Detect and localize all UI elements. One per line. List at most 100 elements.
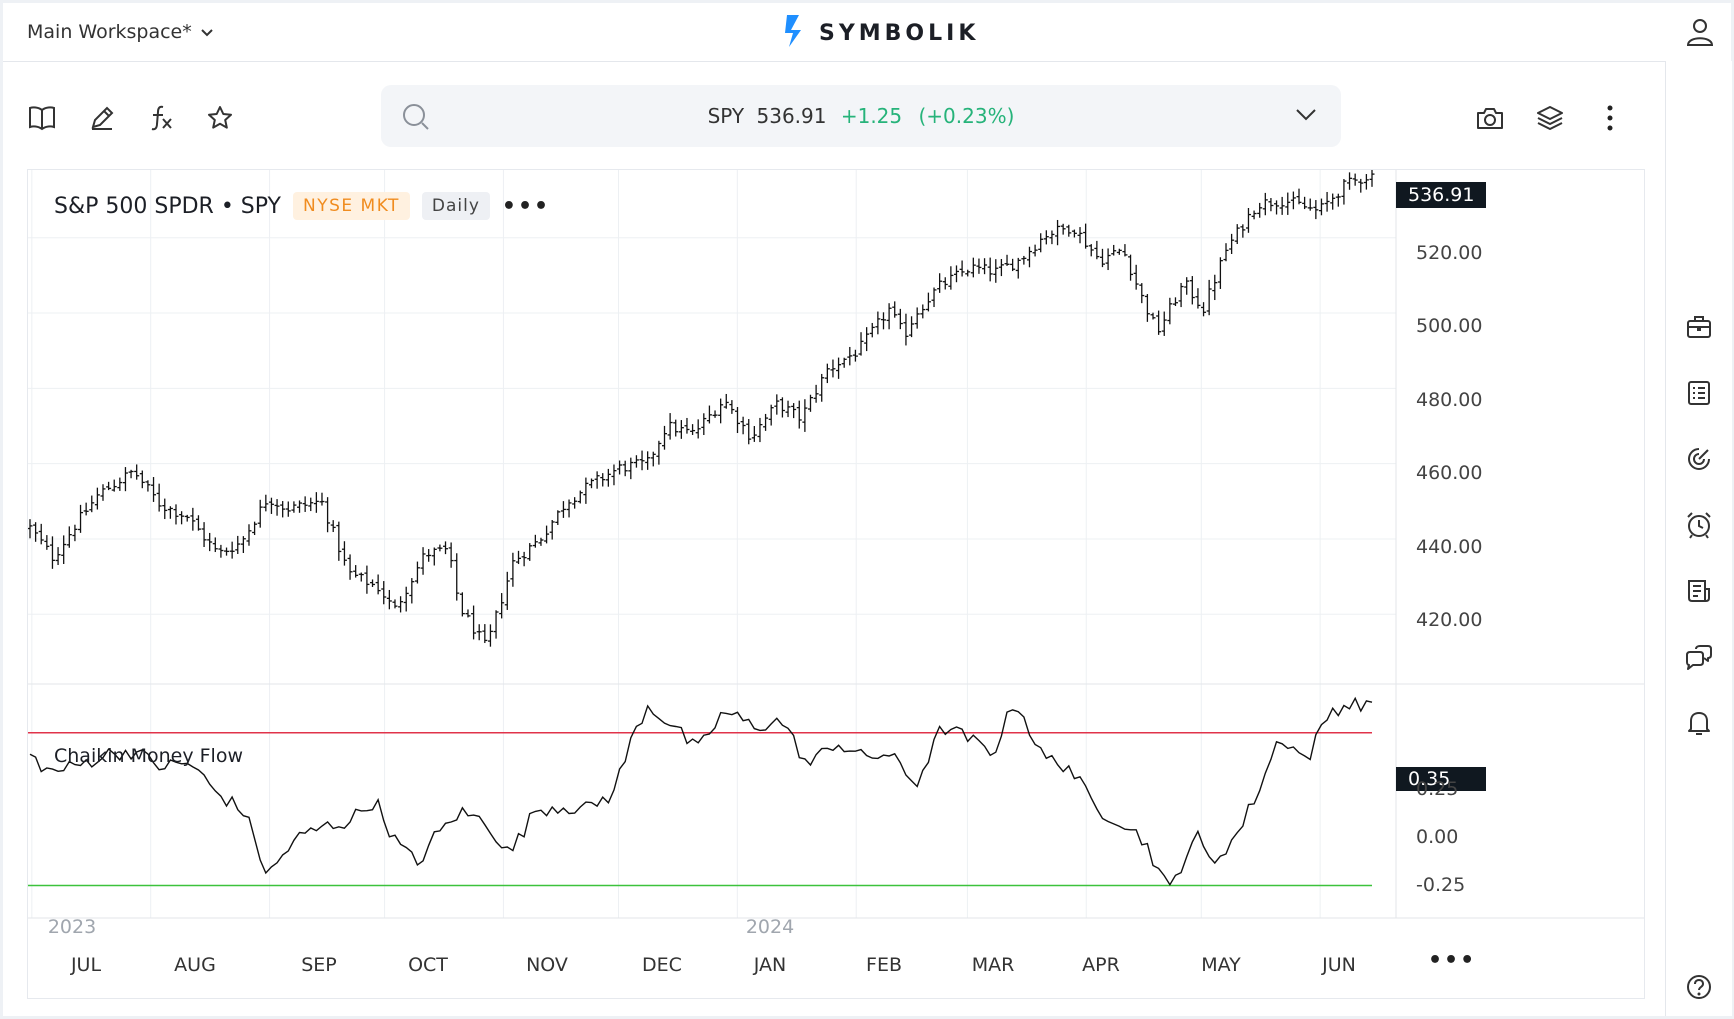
price-bar bbox=[218, 544, 224, 558]
price-bar bbox=[302, 496, 308, 512]
radar-icon[interactable] bbox=[1683, 443, 1715, 475]
price-bar bbox=[83, 502, 89, 516]
price-bar bbox=[830, 359, 836, 378]
price-bar bbox=[650, 451, 656, 467]
right-sidebar bbox=[1665, 61, 1732, 1016]
price-bar bbox=[1285, 192, 1291, 215]
price-bar bbox=[336, 521, 342, 561]
quote-change-pct: (+0.23%) bbox=[918, 104, 1015, 128]
price-bar bbox=[678, 420, 684, 439]
price-bar bbox=[224, 547, 230, 556]
layers-icon[interactable] bbox=[1533, 101, 1567, 135]
help-icon[interactable] bbox=[1683, 971, 1715, 1003]
price-bar bbox=[1223, 243, 1229, 262]
price-bar bbox=[1026, 246, 1032, 268]
price-bar bbox=[1055, 219, 1061, 246]
price-bar bbox=[1324, 191, 1330, 212]
bell-icon[interactable] bbox=[1683, 707, 1715, 739]
price-bar bbox=[667, 413, 673, 440]
x-tick-label: JUN bbox=[1322, 954, 1356, 976]
price-bar bbox=[398, 596, 404, 613]
price-bar bbox=[1268, 198, 1274, 212]
price-bar bbox=[471, 605, 477, 640]
grid-lines bbox=[28, 170, 1644, 919]
chat-icon[interactable] bbox=[1683, 641, 1715, 673]
axis-menu-button[interactable]: ••• bbox=[1428, 948, 1477, 973]
price-bar bbox=[807, 394, 813, 412]
indicator-last-tag: 0.35 bbox=[1396, 767, 1486, 791]
price-bar bbox=[1077, 227, 1083, 244]
interval-badge[interactable]: Daily bbox=[421, 192, 490, 220]
chart-menu-button[interactable]: ••• bbox=[501, 193, 551, 219]
price-bar bbox=[1139, 283, 1145, 304]
price-bar bbox=[1099, 248, 1105, 268]
user-icon[interactable] bbox=[1685, 17, 1715, 51]
x-tick-label: NOV bbox=[526, 954, 568, 976]
price-bar bbox=[617, 460, 623, 475]
price-bar bbox=[443, 541, 449, 555]
price-bar bbox=[880, 312, 886, 330]
price-bar bbox=[560, 501, 566, 518]
pencil-icon[interactable] bbox=[85, 101, 119, 135]
x-tick-label: DEC bbox=[642, 954, 682, 976]
price-bar bbox=[370, 579, 376, 587]
price-bar bbox=[763, 413, 769, 431]
price-bar bbox=[847, 346, 853, 366]
price-bar bbox=[280, 501, 286, 518]
price-bar bbox=[589, 478, 595, 489]
price-bar bbox=[802, 399, 808, 432]
price-bar bbox=[151, 477, 157, 502]
price-bar bbox=[1021, 255, 1027, 265]
price-bar bbox=[1161, 311, 1167, 336]
workspace-label: Main Workspace* bbox=[27, 21, 192, 43]
ledger-icon[interactable] bbox=[1683, 377, 1715, 409]
price-bar bbox=[1071, 229, 1077, 238]
price-bar bbox=[173, 504, 179, 525]
price-bar bbox=[1189, 276, 1195, 305]
price-bar bbox=[718, 398, 724, 424]
price-bar bbox=[235, 535, 241, 554]
workspace-selector[interactable]: Main Workspace* bbox=[27, 21, 214, 43]
price-bar bbox=[1043, 230, 1049, 245]
function-icon[interactable] bbox=[145, 101, 179, 135]
price-bar bbox=[639, 450, 645, 471]
alarm-clock-icon[interactable] bbox=[1683, 509, 1715, 541]
price-bar bbox=[796, 400, 802, 429]
x-tick-label: JAN bbox=[753, 954, 787, 976]
price-bar bbox=[1279, 196, 1285, 215]
price-bar bbox=[864, 327, 870, 352]
price-bar bbox=[931, 287, 937, 308]
camera-icon[interactable] bbox=[1473, 101, 1507, 135]
price-bar bbox=[791, 403, 797, 419]
briefcase-icon[interactable] bbox=[1683, 311, 1715, 343]
logo-text: SYMBOLIK bbox=[819, 20, 980, 46]
symbol-search[interactable]: SPY 536.91 +1.25 (+0.23%) bbox=[381, 85, 1341, 147]
price-bar bbox=[1212, 274, 1218, 301]
price-bar bbox=[1229, 233, 1235, 254]
price-bar bbox=[426, 549, 432, 562]
book-icon[interactable] bbox=[25, 101, 59, 135]
price-bar bbox=[751, 426, 757, 442]
price-bar bbox=[555, 510, 561, 525]
price-bar bbox=[1313, 200, 1319, 220]
chevron-down-icon[interactable] bbox=[1294, 107, 1318, 127]
price-bar bbox=[920, 304, 926, 319]
last-price-tag: 536.91 bbox=[1396, 182, 1486, 208]
price-bar bbox=[538, 537, 544, 546]
x-tick-label: AUG bbox=[174, 954, 216, 976]
chart-canvas[interactable] bbox=[28, 170, 1644, 998]
price-bar bbox=[909, 316, 915, 338]
news-icon[interactable] bbox=[1683, 575, 1715, 607]
price-bar bbox=[229, 541, 235, 559]
star-icon[interactable] bbox=[203, 101, 237, 135]
price-bar bbox=[392, 599, 398, 609]
price-bar bbox=[240, 536, 246, 553]
price-bar bbox=[420, 547, 426, 575]
price-bar bbox=[1302, 196, 1308, 210]
price-bar bbox=[1290, 191, 1296, 210]
more-vertical-icon[interactable] bbox=[1593, 101, 1627, 135]
price-bar bbox=[252, 521, 258, 536]
price-bar bbox=[162, 498, 168, 520]
price-bar bbox=[94, 487, 100, 510]
price-bar bbox=[487, 624, 493, 647]
